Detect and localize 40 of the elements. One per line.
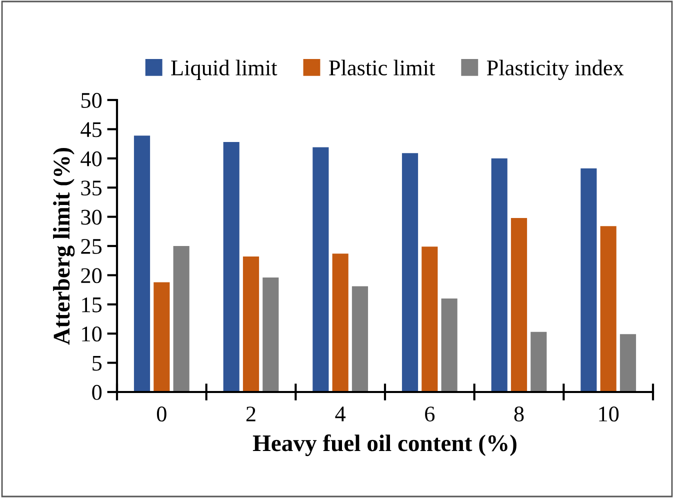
y-tick-label: 15 (82, 297, 102, 312)
y-tick-label: 35 (81, 180, 102, 196)
legend-label: Liquid limit (171, 60, 278, 80)
y-tick-label: 40 (80, 151, 102, 166)
bar (441, 298, 458, 392)
bar (491, 158, 508, 392)
bar (530, 332, 547, 392)
bar (580, 168, 597, 392)
bar (600, 226, 616, 392)
y-tick-label: 45 (80, 122, 102, 138)
bar (262, 278, 279, 392)
bar (422, 246, 438, 392)
bar (242, 256, 260, 392)
x-tick-label: 4 (335, 406, 346, 422)
bar (154, 282, 170, 392)
legend-label: Plasticity index (486, 60, 624, 80)
x-tick-label: 2 (246, 406, 256, 422)
x-tick-label: 10 (599, 406, 619, 422)
x-axis-title: Heavy fuel oil content (%) (252, 434, 516, 456)
bar (352, 286, 368, 392)
x-tick-label: 8 (514, 406, 524, 422)
legend-label: Plastic limit (329, 60, 436, 76)
bar (173, 246, 190, 392)
y-tick-label: 30 (81, 210, 102, 225)
x-tick-label: 0 (156, 406, 166, 422)
bar (510, 218, 528, 392)
bar (332, 254, 348, 392)
y-axis-title: Atterberg limit (%) (53, 148, 75, 345)
bar (402, 153, 418, 392)
bar (312, 147, 329, 392)
bar (223, 142, 240, 392)
bar (134, 136, 150, 392)
y-tick-label: 5 (92, 356, 102, 371)
y-tick-label: 20 (81, 268, 102, 284)
x-tick-label: 6 (425, 406, 435, 422)
y-tick-label: 10 (82, 326, 102, 342)
bar (620, 334, 636, 392)
y-tick-label: 50 (81, 92, 102, 108)
y-tick-label: 0 (92, 384, 102, 400)
y-tick-label: 25 (81, 238, 102, 254)
